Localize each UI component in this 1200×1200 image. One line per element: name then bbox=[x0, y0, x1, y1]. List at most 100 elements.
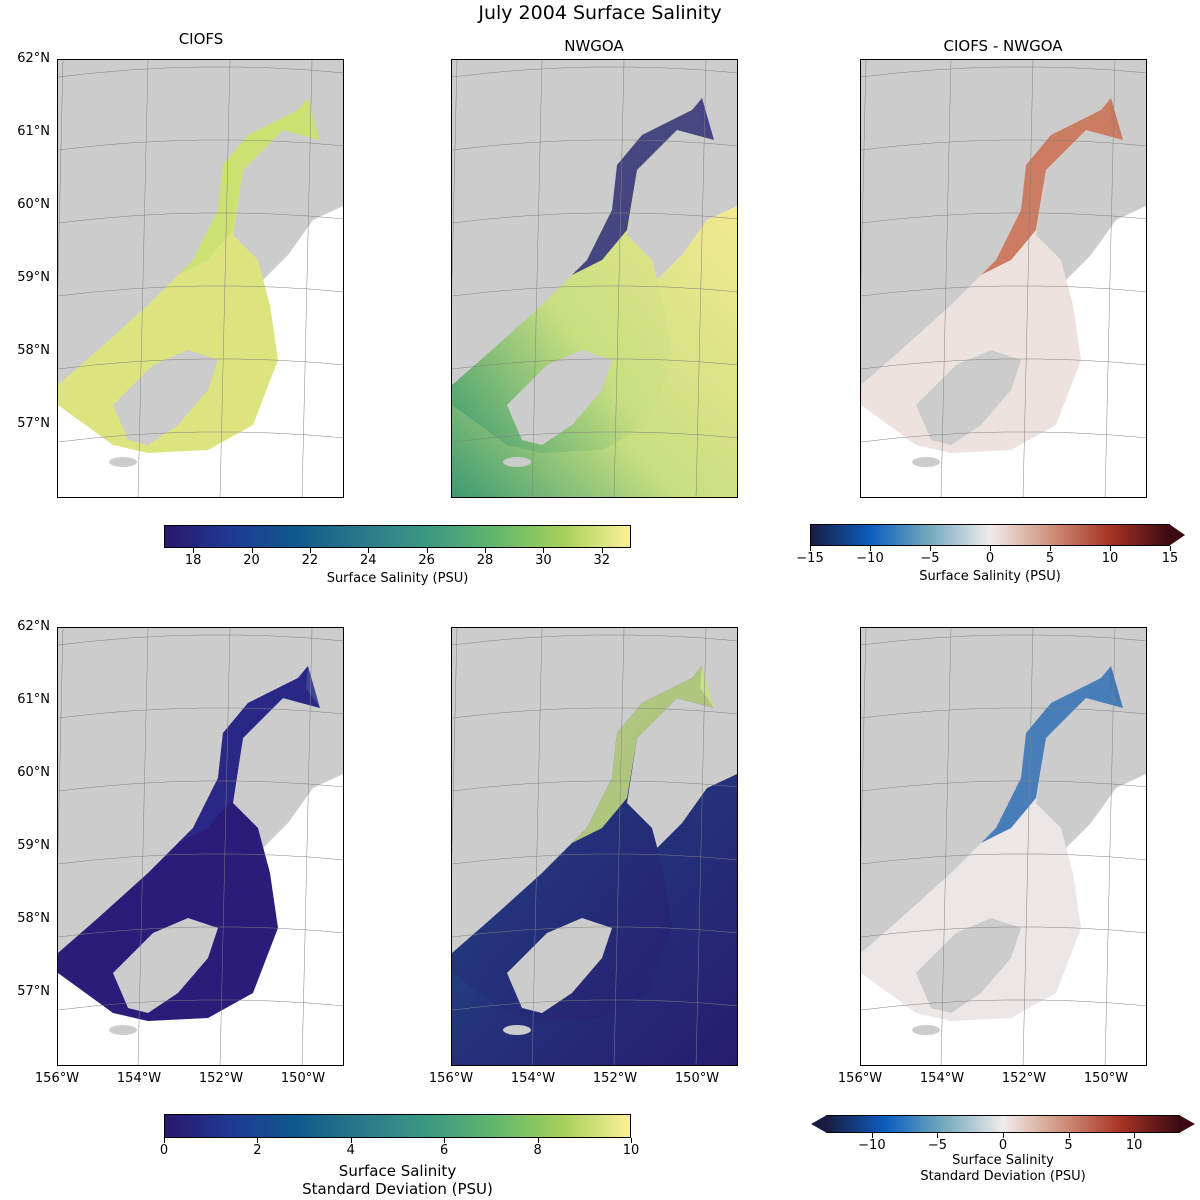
lon-label: 154°W bbox=[919, 1071, 965, 1086]
lat-label: 58°N bbox=[17, 343, 50, 358]
colorbar-tick-label: −5 bbox=[927, 1138, 948, 1153]
figure-title: July 2004 Surface Salinity bbox=[478, 2, 722, 24]
lon-label: 150°W bbox=[280, 1071, 326, 1086]
colorbar-tick bbox=[1050, 546, 1051, 551]
ciofs-stddev-map[interactable] bbox=[57, 627, 344, 1066]
colorbar-tick-label: 32 bbox=[593, 553, 611, 568]
mainland-land bbox=[861, 60, 1146, 390]
colorbar-tick-label: 2 bbox=[253, 1143, 262, 1158]
ciofs-salinity-map[interactable] bbox=[57, 59, 344, 498]
cook-inlet-water bbox=[981, 666, 1123, 843]
colorbar-tick bbox=[631, 1138, 632, 1143]
cook-inlet-water bbox=[981, 98, 1123, 275]
colorbar-tick bbox=[1110, 546, 1111, 551]
colorbar-label: Surface Salinity (PSU) bbox=[919, 569, 1061, 584]
lon-label: 152°W bbox=[592, 1071, 638, 1086]
colorbar-tick bbox=[930, 546, 931, 551]
kodiak-island-land bbox=[507, 918, 612, 1013]
colorbar-tick-label: 28 bbox=[476, 553, 494, 568]
cook-inlet-water bbox=[178, 98, 320, 275]
colorbar-tick bbox=[937, 1133, 939, 1138]
cook-inlet-water bbox=[572, 98, 714, 275]
lon-label: 156°W bbox=[837, 1071, 883, 1086]
cook-inlet-water bbox=[572, 666, 714, 843]
colorbar-tick-label: 22 bbox=[301, 553, 319, 568]
colorbar-tick-label: 24 bbox=[360, 553, 377, 568]
mainland-land bbox=[861, 628, 1146, 958]
nwgoa-stddev-map[interactable] bbox=[451, 627, 738, 1066]
colorbar-tick-label: 30 bbox=[535, 553, 552, 568]
colorbar-4 bbox=[826, 1115, 1180, 1133]
colorbar-tick-label: 8 bbox=[533, 1143, 542, 1158]
lon-label: 154°W bbox=[116, 1071, 162, 1086]
column-title-difference: CIOFS - NWGOA bbox=[943, 37, 1063, 55]
colorbar-tick-label: 10 bbox=[1101, 551, 1119, 566]
lat-label: 58°N bbox=[17, 911, 50, 926]
colorbar-tick bbox=[164, 1138, 165, 1143]
colorbar-tick bbox=[871, 1133, 873, 1138]
colorbar-tick-label: 18 bbox=[184, 553, 202, 568]
kodiak-island-land bbox=[113, 350, 218, 445]
difference-stddev-map[interactable] bbox=[860, 627, 1147, 1066]
colorbar-tick bbox=[309, 548, 311, 553]
colorbar-label: Surface Salinity bbox=[338, 1162, 457, 1180]
kodiak-island-land bbox=[507, 350, 612, 445]
lat-label: 61°N bbox=[17, 124, 50, 139]
colorbar-tick bbox=[485, 548, 487, 553]
column-title-ciofs: CIOFS bbox=[178, 30, 224, 48]
colorbar-tick-label: 0 bbox=[985, 551, 995, 566]
colorbar-extend-min bbox=[811, 1115, 827, 1133]
colorbar-label: Surface Salinity (PSU) bbox=[326, 571, 469, 586]
colorbar-tick bbox=[601, 548, 603, 553]
column-title-nwgoa: NWGOA bbox=[564, 37, 624, 55]
colorbar-tick bbox=[870, 546, 871, 551]
colorbar-tick-label: 5 bbox=[1045, 551, 1055, 566]
colorbar-tick bbox=[251, 548, 253, 553]
colorbar-tick-label: 5 bbox=[1064, 1138, 1073, 1153]
colorbar-tick-label: 10 bbox=[1125, 1138, 1143, 1153]
colorbar-tick bbox=[543, 548, 545, 553]
colorbar-1 bbox=[164, 525, 631, 548]
colorbar-tick bbox=[537, 1138, 539, 1143]
colorbar-tick-label: 0 bbox=[998, 1138, 1008, 1153]
colorbar-tick bbox=[1068, 1133, 1070, 1138]
lon-label: 156°W bbox=[428, 1071, 474, 1086]
colorbar-tick-label: 20 bbox=[243, 553, 260, 568]
lat-label: 62°N bbox=[17, 51, 50, 66]
lat-label: 57°N bbox=[17, 416, 50, 431]
lon-label: 150°W bbox=[1083, 1071, 1129, 1086]
mainland-land bbox=[58, 60, 343, 390]
colorbar-tick-label: 15 bbox=[1161, 551, 1179, 566]
colorbar-tick bbox=[350, 1138, 352, 1143]
colorbar-tick-label: 0 bbox=[159, 1143, 169, 1158]
colorbar-tick-label: 26 bbox=[418, 553, 435, 568]
lon-label: 154°W bbox=[510, 1071, 556, 1086]
lat-label: 62°N bbox=[17, 619, 50, 634]
colorbar-2 bbox=[810, 524, 1170, 546]
colorbar-tick-label: 6 bbox=[440, 1143, 449, 1158]
kodiak-island-land bbox=[113, 918, 218, 1013]
lon-label: 152°W bbox=[198, 1071, 244, 1086]
colorbar-tick bbox=[810, 546, 811, 551]
colorbar-tick bbox=[1134, 1133, 1136, 1138]
lat-label: 59°N bbox=[17, 270, 50, 285]
colorbar-tick bbox=[257, 1138, 259, 1143]
mainland-land bbox=[452, 60, 737, 390]
lat-label: 61°N bbox=[17, 692, 50, 707]
lat-label: 59°N bbox=[17, 838, 50, 853]
colorbar-extend-max bbox=[1179, 1115, 1195, 1133]
nwgoa-salinity-map[interactable] bbox=[451, 59, 738, 498]
colorbar-tick bbox=[1003, 1133, 1004, 1138]
colorbar-tick-label: −10 bbox=[858, 1138, 886, 1153]
colorbar-tick-label: −5 bbox=[920, 551, 940, 566]
colorbar-tick bbox=[444, 1138, 446, 1143]
colorbar-label: Surface Salinity bbox=[952, 1153, 1054, 1168]
lon-label: 156°W bbox=[34, 1071, 80, 1086]
lat-label: 57°N bbox=[17, 984, 50, 999]
difference-salinity-map[interactable] bbox=[860, 59, 1147, 498]
colorbar-label: Standard Deviation (PSU) bbox=[302, 1180, 493, 1198]
colorbar-tick-label: −10 bbox=[856, 551, 884, 566]
mainland-land bbox=[58, 628, 343, 958]
kodiak-island-land bbox=[916, 918, 1021, 1013]
